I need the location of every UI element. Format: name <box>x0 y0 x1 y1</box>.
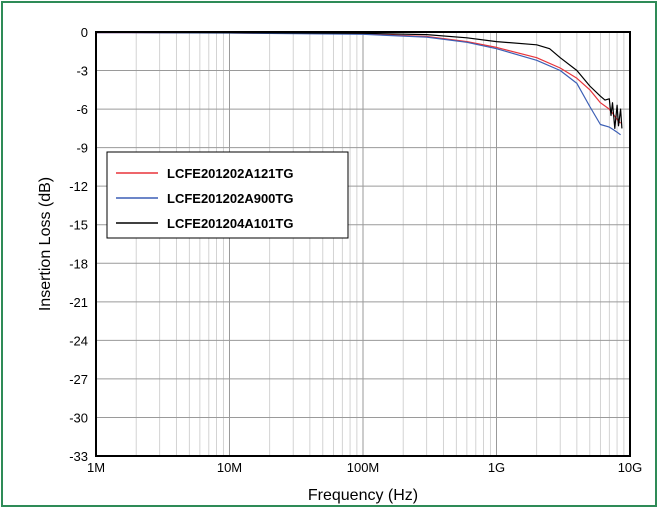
series-line <box>95 32 621 136</box>
x-tick-label: 1G <box>488 460 505 475</box>
x-tick-label: 10M <box>217 460 242 475</box>
x-tick-label: 1M <box>87 460 105 475</box>
y-tick-label: -3 <box>76 64 88 79</box>
y-axis-label: Insertion Loss (dB) <box>37 177 54 311</box>
tick-labels: 1M 10M 100M 1G 10G 0 -3 -6 -9 -12 -15 -18 -21 -24 -27 -… <box>69 25 642 475</box>
series-lines <box>95 31 623 136</box>
x-tick-label: 100M <box>347 460 380 475</box>
y-tick-label: -6 <box>76 102 88 117</box>
y-tick-label: -24 <box>69 333 88 348</box>
y-tick-label: -21 <box>69 295 88 310</box>
series-line <box>95 31 623 129</box>
legend-label: LCFE201204A101TG <box>167 216 293 231</box>
grid <box>95 31 630 457</box>
y-tick-label: -15 <box>69 218 88 233</box>
y-tick-label: -33 <box>69 449 88 464</box>
legend: LCFE201202A121TG LCFE201202A900TG LCFE2012… <box>106 151 349 239</box>
y-tick-label: -27 <box>69 372 88 387</box>
x-tick-label: 10G <box>618 460 643 475</box>
legend-label: LCFE201202A121TG <box>167 166 293 181</box>
plot-area-border <box>95 31 631 457</box>
y-tick-label: -18 <box>69 256 88 271</box>
y-tick-label: -30 <box>69 410 88 425</box>
legend-label: LCFE201202A900TG <box>167 191 293 206</box>
x-axis-label: Frequency (Hz) <box>308 487 418 504</box>
y-tick-label: -12 <box>69 179 88 194</box>
y-tick-label: 0 <box>81 25 88 40</box>
y-tick-label: -9 <box>76 141 88 156</box>
